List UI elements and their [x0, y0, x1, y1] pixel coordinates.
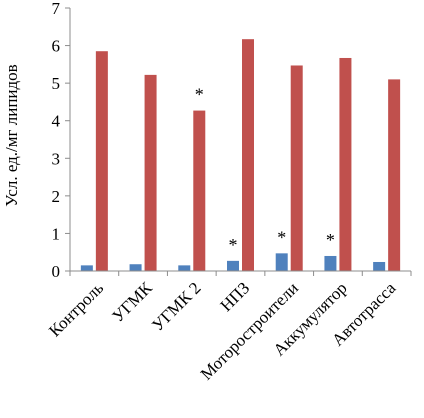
y-tick-label: 4	[52, 112, 61, 131]
bar-series-1-5	[275, 253, 288, 271]
y-tick-label: 3	[52, 149, 61, 168]
y-tick-label: 6	[52, 37, 61, 56]
bar-series-2-6	[339, 57, 352, 271]
x-category-label: Контроль	[45, 278, 107, 340]
significance-asterisk: *	[277, 227, 286, 247]
y-tick-label: 5	[52, 74, 61, 93]
bar-series-1-1	[80, 265, 93, 271]
significance-markers: * * * *	[195, 85, 335, 255]
bar-series-1-7	[373, 261, 386, 271]
bar-series-1-4	[227, 260, 239, 271]
y-tick-label: 7	[52, 0, 61, 18]
x-category-label: УГМК	[108, 278, 156, 326]
bar-series-2-7	[388, 79, 401, 271]
significance-asterisk: *	[326, 230, 335, 250]
y-axis-ticks: 0 1 2 3 4 5 6 7	[52, 0, 70, 281]
y-tick-label: 2	[52, 187, 61, 206]
x-category-label: УГМК 2	[148, 278, 204, 334]
bar-series-2-1	[95, 51, 108, 272]
bar-series-2-5	[290, 65, 303, 271]
bar-series-1-2	[129, 264, 142, 271]
y-tick-label: 0	[52, 262, 61, 281]
bar-series-2-4	[242, 39, 254, 272]
significance-asterisk: *	[229, 235, 238, 255]
bars	[69, 39, 412, 276]
y-tick-label: 1	[52, 224, 61, 243]
significance-asterisk: *	[195, 85, 204, 105]
y-axis-title: Усл. ед./мг липидов	[2, 64, 21, 206]
bar-series-1-3	[178, 265, 191, 271]
bar-series-2-3	[193, 110, 206, 271]
bar-series-2-2	[144, 74, 157, 272]
bar-series-1-6	[324, 255, 337, 271]
x-category-label: НПЗ	[217, 278, 254, 315]
